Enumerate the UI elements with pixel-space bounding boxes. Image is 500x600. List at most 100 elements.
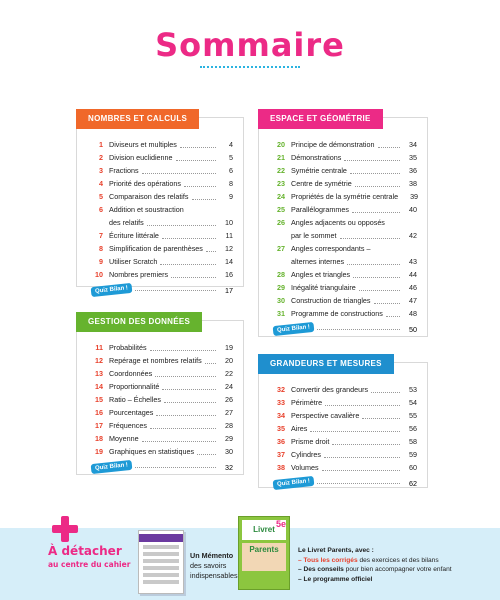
toc-entry-number: 7 (99, 231, 103, 240)
toc-entry-title: Proportionnalité (109, 380, 219, 393)
toc-entry: 2 Division euclidienne 5 (87, 151, 233, 164)
toc-entry-title: Aires (291, 422, 403, 435)
toc-entry: 8 Simplification de parenthèses 12 (87, 242, 233, 255)
memento-cover-image (138, 530, 184, 594)
section-nombres: NOMBRES ET CALCULS 1 Diviseurs et multipl… (76, 109, 244, 298)
toc-entry-page: 29 (225, 434, 233, 443)
toc-entry-title: Perspective cavalière (291, 409, 403, 422)
toc-entry: 26 Angles adjacents ou opposés par le somm… (269, 216, 417, 242)
toc-entry-title: Priorité des opérations (109, 177, 219, 190)
toc-entry-number: 28 (277, 270, 285, 279)
detach-note: À détacher au centre du cahier (48, 544, 158, 569)
toc-entry: 28 Angles et triangles 44 (269, 268, 417, 281)
toc-entry-title: Centre de symétrie (291, 177, 403, 190)
toc-entry: 7 Écriture littérale 11 (87, 229, 233, 242)
toc-entry-number: 23 (277, 179, 285, 188)
toc-entry-title: Nombres premiers (109, 268, 219, 281)
toc-entry-number: 17 (95, 421, 103, 430)
section-list-nombres: 1 Diviseurs et multiples 4 2 Division euclid… (87, 138, 233, 298)
toc-entry: 1 Diviseurs et multiples 4 (87, 138, 233, 151)
toc-entry: 11 Probabilités 19 (87, 341, 233, 354)
toc-entry-title: Propriétés de la symétrie centrale (291, 192, 399, 201)
livret-caption: Le Livret Parents, avec : – Tous les cor… (298, 546, 452, 584)
toc-entry: 23 Centre de symétrie 38 (269, 177, 417, 190)
livret-title: Le Livret Parents, avec : (298, 547, 374, 554)
toc-entry-page: 26 (225, 395, 233, 404)
toc-entry-page: 39 (410, 192, 419, 201)
toc-entry-title: Ratio – Échelles (109, 393, 219, 406)
toc-entry: 22 Symétrie centrale 36 (269, 164, 417, 177)
memento-caption: Un Mémento des savoirs indispensables (190, 551, 238, 581)
toc-entry-title: Écriture littérale (109, 229, 219, 242)
toc-entry-number: 27 (277, 244, 285, 253)
toc-entry-page: 27 (225, 408, 233, 417)
toc-entry-page: 38 (409, 179, 417, 188)
quiz-page: 62 (409, 478, 417, 488)
plus-icon (52, 516, 78, 542)
toc-entry-title: Construction de triangles (291, 294, 403, 307)
toc-entry-title: Démonstrations (291, 151, 403, 164)
toc-entry-number: 25 (277, 205, 285, 214)
toc-entry: 12 Repérage et nombres relatifs 20 (87, 354, 233, 367)
toc-entry-page: 16 (225, 270, 233, 279)
toc-entry-number: 5 (99, 192, 103, 201)
toc-entry: 6 Addition et soustraction des relatifs 10 (87, 203, 233, 229)
quiz-entry: Quiz Bilan ! 62 (269, 475, 417, 491)
toc-entry-number: 37 (277, 450, 285, 459)
livret-cover-image: 5e Livret Parents (238, 516, 290, 590)
toc-entry-title: Cylindres (291, 448, 403, 461)
toc-entry-page: 30 (225, 447, 233, 456)
toc-entry: 10 Nombres premiers 16 (87, 268, 233, 281)
toc-entry-number: 35 (277, 424, 285, 433)
toc-entry: 17 Fréquences 28 (87, 419, 233, 432)
toc-entry-number: 16 (95, 408, 103, 417)
toc-entry: 25 Parallélogrammes 40 (269, 203, 417, 216)
toc-entry-page: 47 (409, 296, 417, 305)
toc-entry: 9 Utiliser Scratch 14 (87, 255, 233, 268)
toc-entry-number: 33 (277, 398, 285, 407)
toc-entry-page: 19 (225, 343, 233, 352)
toc-entry: 38 Volumes 60 (269, 461, 417, 474)
toc-entry-number: 13 (95, 369, 103, 378)
toc-entry: 32 Convertir des grandeurs 53 (269, 383, 417, 396)
section-list-gestion: 11 Probabilités 19 12 Repérage et nombres re… (87, 341, 233, 475)
toc-entry-number: 11 (95, 343, 103, 352)
quiz-page: 17 (225, 285, 233, 295)
toc-entry-page: 8 (229, 179, 233, 188)
toc-entry-title: Graphiques en statistiques (109, 445, 219, 458)
toc-entry-title: Symétrie centrale (291, 164, 403, 177)
toc-entry: 4 Priorité des opérations 8 (87, 177, 233, 190)
toc-entry-title: Comparaison des relatifs (109, 190, 219, 203)
toc-entry-title: Angles correspondants – alternes internes (291, 242, 403, 268)
toc-entry-number: 34 (277, 411, 285, 420)
livret-cover-level: 5e (275, 519, 286, 529)
toc-entry: 16 Pourcentages 27 (87, 406, 233, 419)
toc-entry: 37 Cylindres 59 (269, 448, 417, 461)
toc-entry-title: Coordonnées (109, 367, 219, 380)
section-heading-gestion: GESTION DES DONNÉES (76, 312, 203, 332)
toc-entry: 31 Programme de constructions 48 (269, 307, 417, 320)
toc-entry: 27 Angles correspondants – alternes intern… (269, 242, 417, 268)
toc-entry-page: 22 (225, 369, 233, 378)
toc-entry: 34 Perspective cavalière 55 (269, 409, 417, 422)
memento-line2: des savoirs (190, 561, 227, 570)
title-underline (200, 62, 300, 68)
toc-entry-page: 5 (229, 153, 233, 162)
toc-entry-page: 55 (409, 411, 417, 420)
toc-entry-page: 56 (409, 424, 417, 433)
toc-entry-number: 20 (277, 140, 285, 149)
toc-entry: 21 Démonstrations 35 (269, 151, 417, 164)
toc-entry-title: Probabilités (109, 341, 219, 354)
toc-entry-number: 19 (95, 447, 103, 456)
toc-entry-page: 34 (409, 140, 417, 149)
toc-entry-title: Volumes (291, 461, 403, 474)
toc-entry-page: 28 (225, 421, 233, 430)
quiz-badge: Quiz Bilan ! (272, 475, 315, 491)
section-heading-nombres: NOMBRES ET CALCULS (76, 109, 200, 129)
toc-entry-page: 20 (225, 356, 233, 365)
livret-item-corriges: – Tous les corrigés des exercices et des… (298, 556, 439, 564)
toc-entry-number: 36 (277, 437, 285, 446)
toc-entry-title: Repérage et nombres relatifs (109, 354, 219, 367)
toc-entry-number: 22 (277, 166, 285, 175)
page-title: Sommaire (155, 26, 345, 64)
